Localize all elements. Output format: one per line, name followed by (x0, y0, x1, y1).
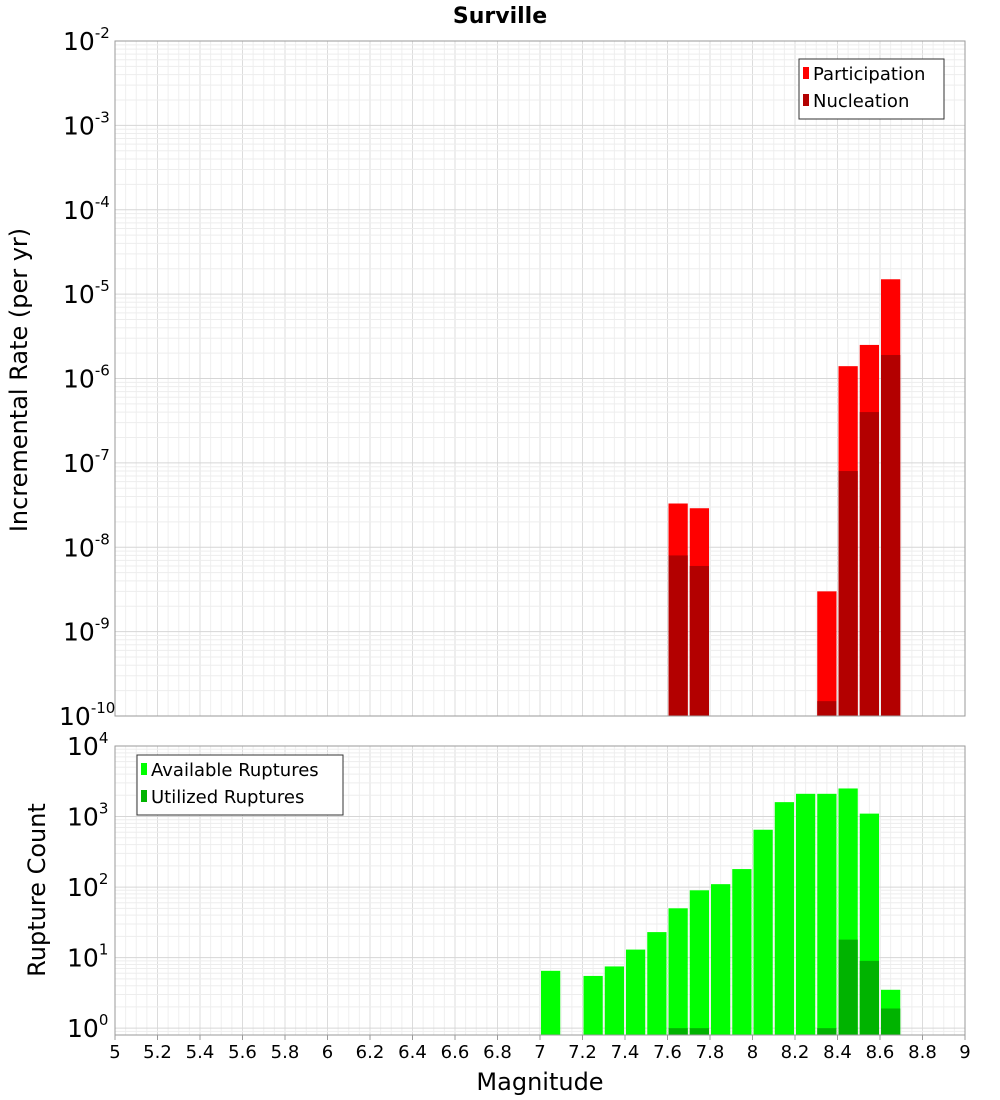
x-tick-label: 5.8 (271, 1042, 300, 1063)
bottom-legend-label: Utilized Ruptures (151, 787, 304, 808)
top-legend-label: Participation (813, 64, 925, 85)
x-axis-ticks: 5 5.2 5.4 5.6 5.8 6 6.2 6.4 6.6 6.8 7 7.2 7.4 7.6 7.8 8… (109, 1035, 971, 1063)
bottom-bar (796, 793, 816, 1035)
top-legend: Participation Nucleation (798, 58, 945, 120)
bottom-series-1 (668, 939, 901, 1035)
x-tick-label: 5.2 (143, 1042, 172, 1063)
bottom-bar (626, 949, 646, 1035)
bottom-legend-swatch (141, 763, 147, 775)
x-tick-label: 7.2 (568, 1042, 597, 1063)
top-plot-area: 10-2 10-3 10-4 10-5 10-6 10-7 10-8 10-9 10-10 Par… (59, 24, 966, 731)
top-bar (838, 471, 858, 716)
x-tick-label: 8.2 (781, 1042, 810, 1063)
bottom-bar (668, 908, 688, 1035)
x-tick-label: 6 (322, 1042, 333, 1063)
top-y-tick-label: 10-7 (63, 446, 110, 478)
top-y-axis-label: Incremental Rate (per yr) (5, 228, 33, 532)
bottom-bar (604, 966, 624, 1035)
top-bar (881, 354, 901, 716)
x-tick-label: 5 (109, 1042, 120, 1063)
top-legend-swatch (803, 94, 809, 106)
x-tick-label: 8.8 (908, 1042, 937, 1063)
x-tick-label: 8.6 (866, 1042, 895, 1063)
top-series-1 (668, 354, 901, 716)
top-bar (689, 565, 709, 716)
bottom-bar (881, 1008, 901, 1035)
bottom-y-tick-label: 100 (67, 1011, 108, 1043)
bottom-y-tick-label: 104 (67, 729, 108, 761)
bottom-bar (817, 1028, 837, 1035)
top-bar (668, 555, 688, 716)
bottom-legend: Available Ruptures Utilized Ruptures (136, 754, 344, 816)
x-tick-label: 6.8 (483, 1042, 512, 1063)
bottom-bar (732, 869, 752, 1035)
bottom-bar (859, 960, 879, 1035)
x-tick-label: 9 (959, 1042, 970, 1063)
top-legend-swatch (803, 67, 809, 79)
bottom-bar (583, 975, 603, 1035)
x-tick-label: 5.6 (228, 1042, 257, 1063)
bottom-bar (711, 884, 731, 1035)
x-tick-label: 8.4 (823, 1042, 852, 1063)
x-tick-label: 7 (534, 1042, 545, 1063)
top-y-ticks: 10-2 10-3 10-4 10-5 10-6 10-7 10-8 10-9 10-10 (59, 24, 115, 731)
top-bar (817, 591, 837, 716)
chart-title: Surville (453, 4, 547, 29)
bottom-bar (668, 1028, 688, 1035)
bottom-legend-label: Available Ruptures (151, 760, 319, 781)
bottom-bar (838, 939, 858, 1035)
top-grid (114, 40, 966, 717)
bottom-y-tick-label: 103 (67, 800, 108, 832)
top-bar (817, 701, 837, 716)
top-y-tick-label: 10-6 (63, 362, 110, 394)
x-axis-label: Magnitude (476, 1068, 603, 1096)
bottom-bar (541, 970, 561, 1035)
top-y-tick-label: 10-8 (63, 530, 110, 562)
bottom-bar (647, 932, 667, 1035)
top-y-tick-label: 10-4 (63, 193, 110, 225)
x-tick-label: 6.6 (441, 1042, 470, 1063)
top-y-tick-label: 10-3 (63, 108, 110, 140)
top-y-tick-label: 10-5 (63, 277, 110, 309)
top-legend-label: Nucleation (813, 91, 909, 112)
bottom-bar (689, 890, 709, 1035)
bottom-bar (689, 1028, 709, 1035)
top-y-tick-label: 10-9 (63, 615, 110, 647)
bottom-plot-area: 104 103 102 101 100 Available Ruptures Utilize… (67, 729, 966, 1043)
x-tick-label: 6.2 (356, 1042, 385, 1063)
x-tick-label: 7.4 (611, 1042, 640, 1063)
x-tick-label: 7.8 (696, 1042, 725, 1063)
bottom-y-ticks: 104 103 102 101 100 (67, 729, 108, 1043)
x-tick-label: 7.6 (653, 1042, 682, 1063)
x-tick-label: 6.4 (398, 1042, 427, 1063)
bottom-bar (774, 802, 794, 1035)
top-y-tick-label: 10-2 (63, 24, 110, 56)
x-tick-label: 5.4 (186, 1042, 215, 1063)
top-bar (859, 412, 879, 716)
bottom-bar (817, 793, 837, 1035)
x-tick-label: 8 (747, 1042, 758, 1063)
bottom-y-axis-label: Rupture Count (23, 803, 51, 977)
bottom-y-tick-label: 102 (67, 870, 108, 902)
bottom-legend-swatch (141, 790, 147, 802)
bottom-y-tick-label: 101 (67, 941, 108, 973)
top-y-tick-label: 10-10 (59, 699, 115, 731)
bottom-bar (753, 829, 773, 1035)
